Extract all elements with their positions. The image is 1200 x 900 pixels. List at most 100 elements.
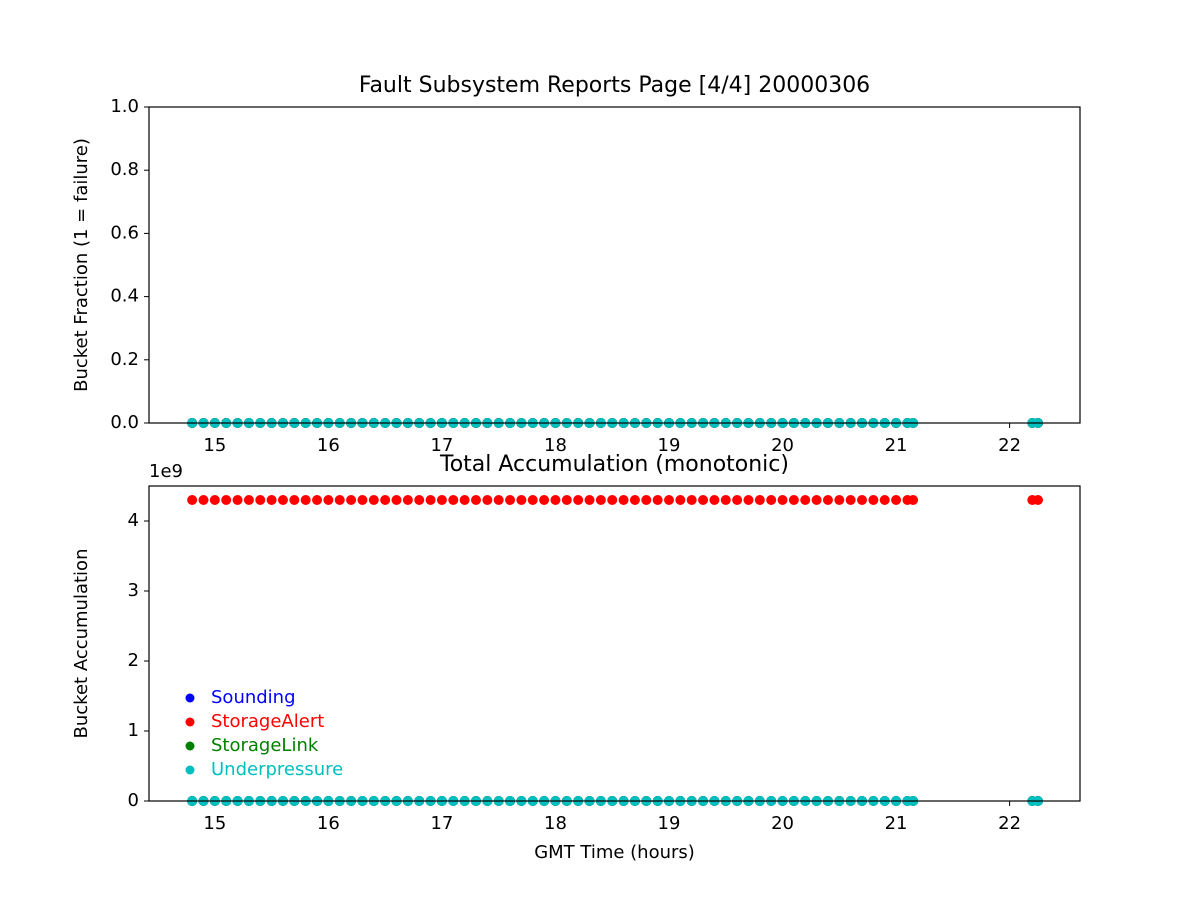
chart-title: Fault Subsystem Reports Page [4/4] 20000… (359, 73, 870, 98)
y-tick-label: 3 (128, 580, 139, 601)
x-tick-label: 16 (317, 813, 340, 834)
legend-marker (185, 693, 195, 703)
point (550, 495, 561, 505)
x-tick-label: 22 (998, 813, 1021, 834)
x-tick-label: 18 (544, 813, 567, 834)
point (255, 495, 266, 505)
point (493, 495, 504, 505)
y-tick-label: 0 (128, 790, 139, 811)
point (618, 495, 629, 505)
axes-frame (148, 485, 1081, 802)
point (516, 495, 527, 505)
legend-marker (185, 741, 195, 751)
y-axis-label: Bucket Fraction (1 = failure) (71, 138, 92, 392)
point (720, 495, 731, 505)
point (380, 495, 391, 505)
axes-frame (148, 106, 1081, 424)
point (845, 495, 856, 505)
point (277, 495, 288, 505)
legend-marker (185, 765, 195, 775)
point (459, 495, 470, 505)
point (868, 495, 879, 505)
point (243, 495, 254, 505)
legend-label: StorageAlert (211, 711, 324, 732)
point (754, 495, 765, 505)
y-tick-label: 0.8 (110, 159, 139, 180)
point (436, 495, 447, 505)
point (448, 495, 459, 505)
point (607, 495, 618, 505)
legend-label: Underpressure (211, 759, 343, 780)
point (357, 495, 368, 505)
y-tick-label: 2 (128, 650, 139, 671)
point (800, 495, 811, 505)
y-tick-label: 0.4 (110, 286, 139, 307)
x-tick-label: 15 (203, 435, 226, 456)
point (425, 495, 436, 505)
point (1032, 495, 1043, 505)
point (470, 495, 481, 505)
point (629, 495, 640, 505)
point (686, 495, 697, 505)
y-tick-label: 0.0 (110, 412, 139, 433)
x-tick-label: 18 (544, 435, 567, 456)
point (595, 495, 606, 505)
point (266, 495, 277, 505)
point (312, 495, 323, 505)
point (334, 495, 345, 505)
point (788, 495, 799, 505)
point (221, 495, 232, 505)
x-axis-label: GMT Time (hours) (534, 842, 695, 863)
point (709, 495, 720, 505)
point (346, 495, 357, 505)
point (641, 495, 652, 505)
point (732, 495, 743, 505)
x-tick-label: 21 (885, 435, 908, 456)
point (323, 495, 334, 505)
point (482, 495, 493, 505)
point (777, 495, 788, 505)
offset-text: 1e9 (149, 461, 183, 482)
point (743, 495, 754, 505)
x-tick-label: 15 (203, 813, 226, 834)
point (584, 495, 595, 505)
legend-label: Sounding (211, 687, 296, 708)
y-tick-label: 1 (128, 720, 139, 741)
x-tick-label: 19 (658, 813, 681, 834)
y-tick-label: 4 (128, 510, 139, 531)
point (391, 495, 402, 505)
x-tick-label: 22 (998, 435, 1021, 456)
point (834, 495, 845, 505)
point (675, 495, 686, 505)
point (209, 495, 220, 505)
point (505, 495, 516, 505)
x-tick-label: 20 (771, 813, 794, 834)
point (289, 495, 300, 505)
point (198, 495, 209, 505)
y-tick-label: 0.2 (110, 349, 139, 370)
point (652, 495, 663, 505)
y-tick-label: 0.6 (110, 222, 139, 243)
x-tick-label: 17 (430, 435, 453, 456)
chart-title: Total Accumulation (monotonic) (439, 452, 789, 477)
point (187, 495, 198, 505)
x-tick-label: 16 (317, 435, 340, 456)
point (891, 495, 902, 505)
legend-marker (185, 717, 195, 727)
x-tick-label: 21 (885, 813, 908, 834)
point (527, 495, 538, 505)
x-tick-label: 17 (430, 813, 453, 834)
point (857, 495, 868, 505)
point (561, 495, 572, 505)
x-tick-label: 19 (658, 435, 681, 456)
point (539, 495, 550, 505)
y-axis-label: Bucket Accumulation (71, 549, 92, 739)
x-tick-label: 20 (771, 435, 794, 456)
point (368, 495, 379, 505)
point (766, 495, 777, 505)
y-tick-label: 1.0 (110, 96, 139, 117)
point (908, 495, 919, 505)
point (573, 495, 584, 505)
